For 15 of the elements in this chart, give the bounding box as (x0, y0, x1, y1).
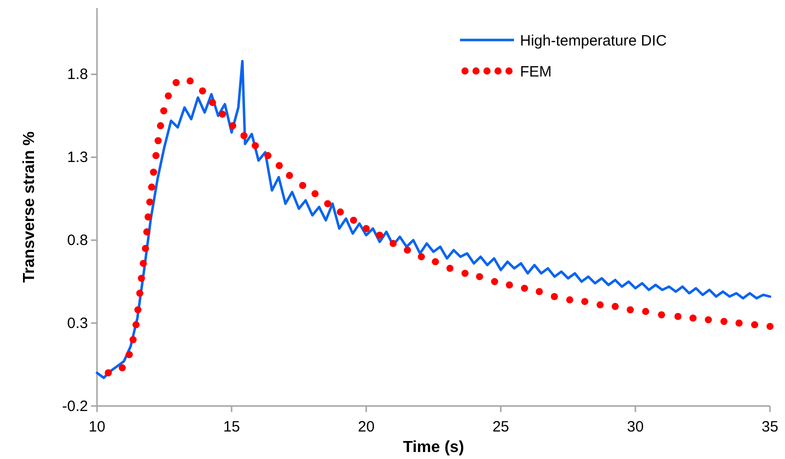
legend-label: FEM (520, 63, 552, 80)
y-tick-label: -0.2 (62, 398, 88, 415)
legend-label: High-temperature DIC (520, 32, 667, 50)
x-axis-title: Time (s) (402, 439, 464, 456)
x-tick-label: 20 (358, 418, 375, 436)
y-tick-label: 0.8 (67, 232, 88, 249)
x-tick-label: 25 (492, 418, 510, 436)
y-axis-title: Transverse strain % (21, 131, 38, 283)
y-tick-label: 0.3 (67, 314, 88, 332)
x-tick-label: 15 (223, 418, 240, 436)
x-tick-label: 10 (88, 418, 106, 436)
x-tick-label: 30 (627, 418, 644, 436)
y-tick-label: 1.3 (67, 149, 88, 166)
x-tick-label: 35 (762, 418, 778, 436)
y-tick-label: 1.8 (67, 66, 88, 84)
